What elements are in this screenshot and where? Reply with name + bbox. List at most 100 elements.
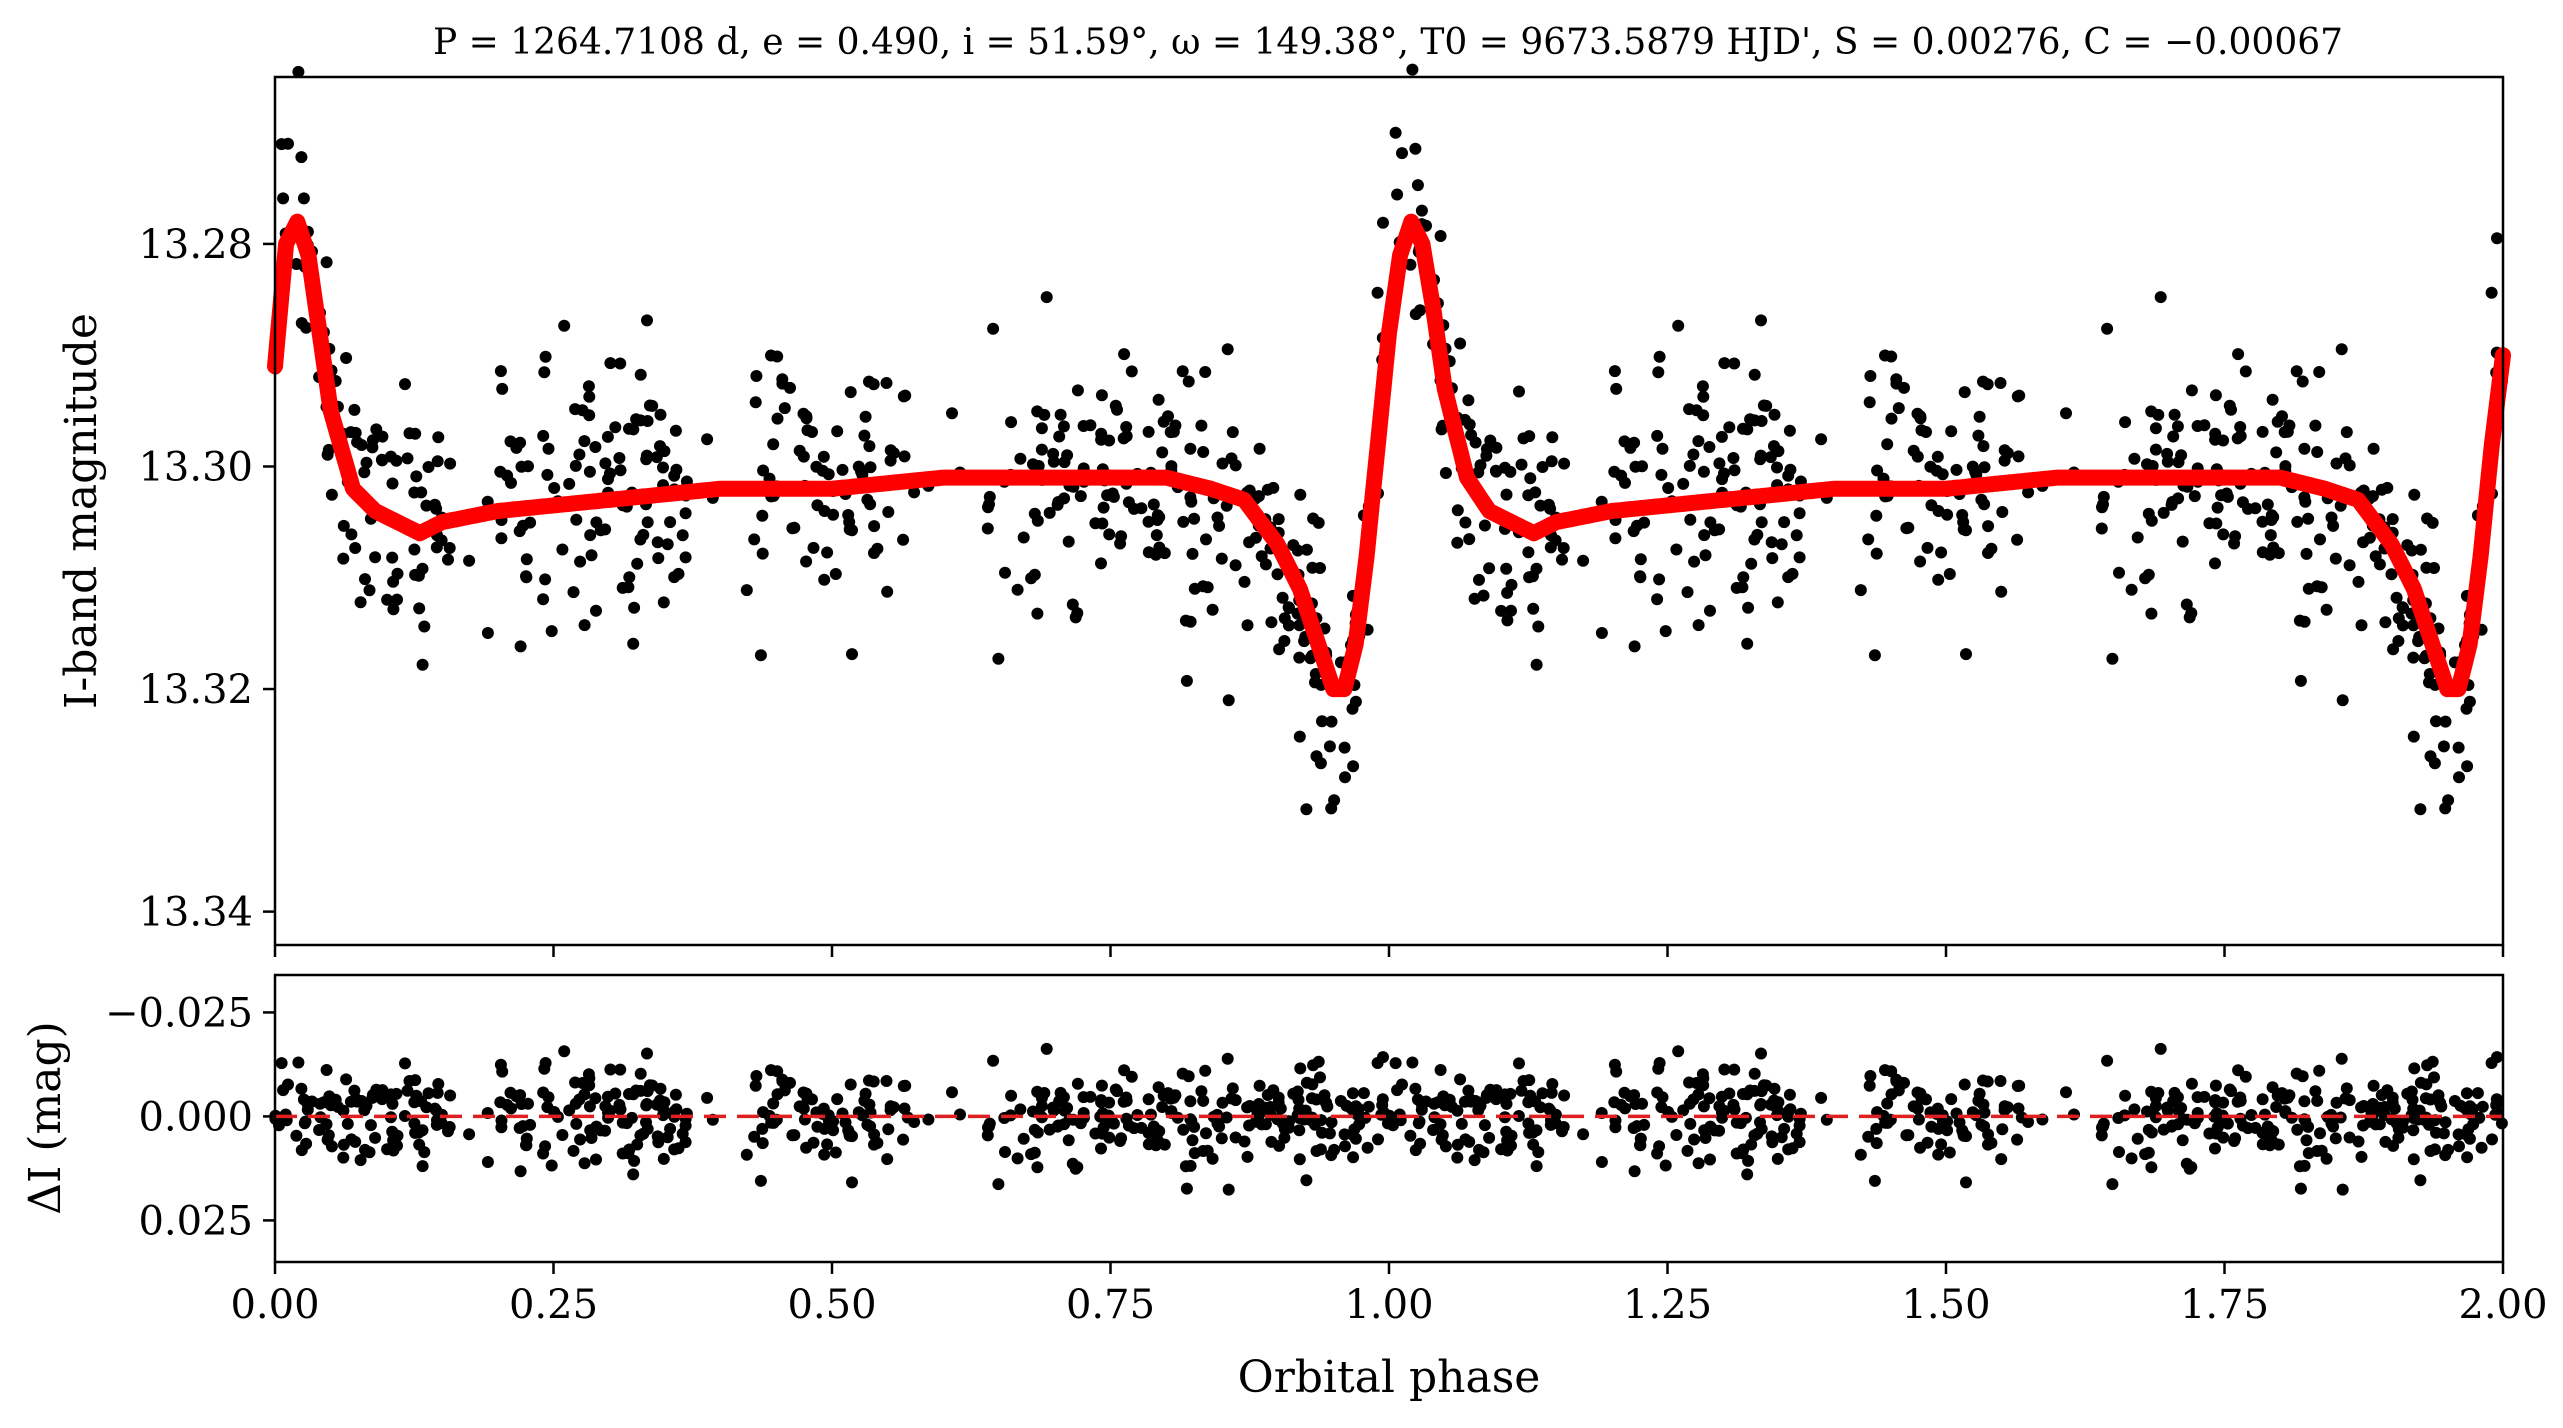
- data-point: [542, 442, 555, 455]
- data-point: [1122, 496, 1135, 509]
- residual-point: [578, 1088, 591, 1101]
- residual-point: [1346, 1087, 1359, 1100]
- data-point: [1713, 457, 1726, 470]
- residual-point: [1109, 1083, 1122, 1096]
- data-point: [868, 547, 880, 559]
- residual-point: [351, 1095, 364, 1108]
- data-point: [2414, 803, 2427, 816]
- residual-point: [657, 1109, 670, 1122]
- residual-point: [1478, 1119, 1491, 1132]
- residual-point: [517, 1120, 529, 1133]
- data-point: [1014, 452, 1027, 465]
- x-axis-title: Orbital phase: [1238, 1352, 1541, 1403]
- data-point: [2265, 509, 2278, 522]
- residual-point: [1996, 1123, 2009, 1136]
- data-point: [1755, 516, 1768, 529]
- residual-point: [797, 1086, 810, 1099]
- data-point: [1696, 380, 1709, 393]
- residual-point: [1515, 1084, 1528, 1097]
- data-point: [756, 547, 769, 560]
- data-point: [2329, 552, 2342, 565]
- residual-point: [1216, 1096, 1229, 1109]
- data-point: [1815, 433, 1828, 446]
- residual-point: [1153, 1136, 1166, 1149]
- residual-point: [880, 1075, 893, 1087]
- data-point: [583, 409, 596, 422]
- data-point: [1120, 421, 1133, 433]
- residual-point: [320, 1064, 333, 1076]
- data-point: [757, 464, 770, 477]
- data-point: [2157, 506, 2170, 519]
- residual-point: [2096, 1121, 2108, 1134]
- data-point: [2343, 459, 2356, 472]
- residual-point: [1529, 1095, 1542, 1108]
- data-point: [1109, 399, 1122, 412]
- data-point: [2320, 603, 2333, 616]
- residual-point: [2298, 1159, 2311, 1172]
- data-point: [2012, 450, 2025, 463]
- data-point: [701, 433, 714, 446]
- bottom-y-axis-title: ΔI (mag): [20, 1021, 71, 1215]
- data-point: [573, 448, 586, 461]
- data-point: [1474, 459, 1487, 472]
- data-point: [496, 382, 509, 395]
- residual-point: [2490, 1099, 2503, 1112]
- data-point: [1221, 343, 1234, 356]
- residual-point: [1558, 1089, 1571, 1102]
- data-point: [818, 573, 831, 586]
- data-point: [1035, 422, 1048, 435]
- residual-point: [2281, 1091, 2294, 1104]
- residual-point: [398, 1110, 411, 1122]
- data-point: [672, 567, 685, 580]
- residual-point: [1468, 1154, 1481, 1167]
- data-point: [1176, 365, 1189, 378]
- data-point: [1653, 573, 1666, 586]
- data-point: [1892, 402, 1905, 415]
- data-point: [2168, 408, 2181, 421]
- data-point: [882, 506, 895, 518]
- x-tick-label: 1.50: [1901, 1282, 1990, 1328]
- data-point: [2396, 601, 2409, 614]
- residual-point: [2221, 1117, 2234, 1130]
- data-point: [2145, 607, 2158, 620]
- residual-point: [1243, 1119, 1256, 1132]
- data-point: [1316, 715, 1328, 728]
- data-point: [1265, 616, 1278, 629]
- residual-point: [646, 1079, 659, 1092]
- residual-point: [1047, 1101, 1060, 1114]
- data-point: [2442, 794, 2455, 807]
- residual-point: [1017, 1132, 1030, 1145]
- data-point: [846, 648, 858, 661]
- bottom-y-tick-label: 0.025: [138, 1198, 253, 1244]
- data-point: [1272, 513, 1285, 526]
- residual-point: [1328, 1143, 1341, 1156]
- data-point: [1634, 553, 1647, 566]
- residual-point: [749, 1079, 762, 1092]
- residual-point: [1870, 1137, 1883, 1150]
- residual-point: [613, 1098, 626, 1111]
- data-point: [650, 451, 663, 464]
- data-point: [2270, 446, 2283, 459]
- data-point: [2119, 416, 2132, 429]
- data-point: [2485, 286, 2498, 299]
- residual-point: [1483, 1131, 1496, 1144]
- data-point: [420, 499, 433, 512]
- residual-point: [1708, 1124, 1721, 1137]
- residual-point: [2340, 1082, 2353, 1095]
- residual-point: [416, 1124, 429, 1137]
- residual-point: [1226, 1082, 1239, 1095]
- data-point: [661, 538, 674, 551]
- data-point: [2022, 486, 2035, 499]
- data-point: [520, 570, 532, 583]
- residual-point: [882, 1123, 895, 1136]
- top-y-tick-label: 13.34: [138, 890, 253, 936]
- data-point: [1229, 559, 1242, 572]
- residual-point: [2408, 1062, 2421, 1075]
- data-point: [1981, 378, 1994, 391]
- residual-point: [1371, 1057, 1384, 1069]
- residual-point: [1320, 1096, 1332, 1109]
- data-point: [1681, 586, 1694, 599]
- residual-point: [1351, 1103, 1364, 1116]
- data-point: [2209, 389, 2222, 402]
